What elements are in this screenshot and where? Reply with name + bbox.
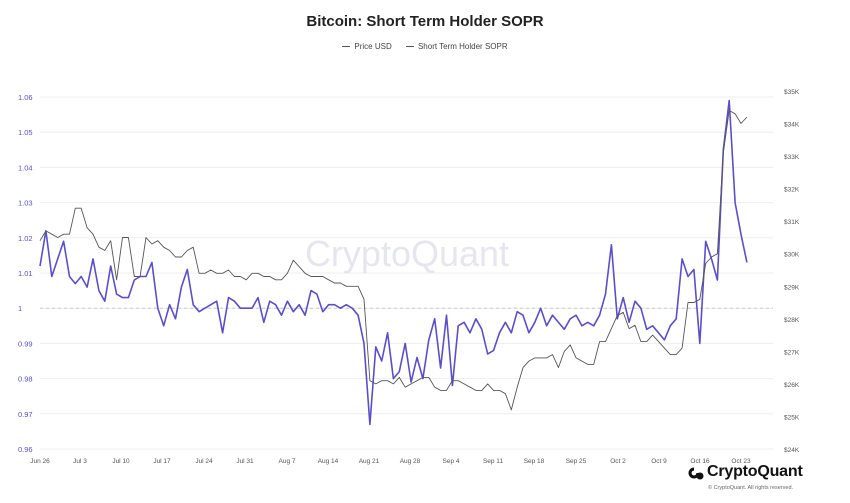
right-axis-tick-label: $35K — [784, 89, 800, 96]
copyright-text: © CryptoQuant. All rights reserved. — [708, 485, 794, 491]
chart-title: Bitcoin: Short Term Holder SOPR — [306, 13, 544, 30]
x-axis-tick-label: Jun 26 — [30, 458, 50, 465]
left-axis-tick-label: 1.05 — [18, 128, 33, 137]
x-axis-tick-label: Oct 9 — [651, 458, 667, 465]
watermark-text: CryptoQuant — [305, 233, 509, 274]
left-axis-tick-label: 1.02 — [18, 234, 33, 243]
legend-swatch-price — [342, 46, 351, 48]
right-axis-tick-label: $28K — [784, 317, 800, 324]
x-axis-tick-label: Jul 3 — [73, 458, 87, 465]
x-axis-tick-label: Aug 28 — [400, 458, 421, 465]
left-axis-tick-label: 1.03 — [18, 199, 33, 208]
left-axis-tick-label: 0.96 — [18, 445, 33, 454]
legend-label-price: Price USD — [354, 42, 392, 51]
x-axis-tick-label: Oct 23 — [731, 458, 751, 465]
brand-name: CryptoQuant — [707, 463, 803, 480]
right-axis-tick-label: $30K — [784, 252, 800, 259]
left-axis-tick-label: 1.04 — [18, 163, 33, 172]
legend-item-price[interactable]: Price USD — [342, 42, 392, 51]
x-axis-tick-label: Aug 21 — [359, 458, 380, 465]
x-axis-tick-label: Sep 4 — [443, 458, 460, 465]
x-axis-tick-label: Jul 24 — [195, 458, 213, 465]
left-axis-tick-label: 1.06 — [18, 93, 33, 102]
cryptoquant-logo-icon — [688, 467, 704, 480]
legend-swatch-sopr — [405, 46, 414, 48]
legend-item-sopr[interactable]: Short Term Holder SOPR — [405, 42, 508, 51]
right-axis-tick-label: $25K — [784, 414, 800, 421]
price-series-line — [39, 110, 748, 411]
right-axis-tick-label: $29K — [784, 284, 800, 291]
right-axis-tick-label: $31K — [784, 219, 800, 226]
sopr-series-line — [39, 99, 748, 426]
x-axis-tick-label: Sep 11 — [483, 458, 504, 465]
x-axis-tick-label: Jul 31 — [236, 458, 254, 465]
left-axis-tick-label: 0.97 — [18, 410, 33, 419]
left-axis-tick-label: 1 — [18, 304, 22, 313]
right-axis-tick-label: $32K — [784, 187, 800, 194]
chart-legend: Price USD Short Term Holder SOPR — [0, 42, 850, 51]
right-axis-tick-label: $27K — [784, 349, 800, 356]
x-axis-tick-label: Jul 17 — [153, 458, 171, 465]
right-axis-tick-label: $34K — [784, 122, 800, 129]
x-axis-tick-label: Sep 25 — [566, 458, 587, 465]
left-axis-tick-label: 0.99 — [18, 339, 33, 348]
x-axis-tick-label: Aug 7 — [279, 458, 296, 465]
x-axis-tick-label: Oct 16 — [690, 458, 710, 465]
right-axis-tick-label: $26K — [784, 382, 800, 389]
right-axis-tick-label: $33K — [784, 154, 800, 161]
x-axis-tick-label: Oct 2 — [610, 458, 626, 465]
left-axis-tick-label: 1.01 — [18, 269, 33, 278]
x-axis-tick-label: Sep 18 — [524, 458, 545, 465]
left-axis-tick-label: 0.98 — [18, 375, 33, 384]
legend-label-sopr: Short Term Holder SOPR — [417, 42, 508, 51]
right-axis-tick-label: $24K — [784, 447, 800, 454]
x-axis-tick-label: Jul 10 — [112, 458, 130, 465]
x-axis-tick-label: Aug 14 — [318, 458, 339, 465]
